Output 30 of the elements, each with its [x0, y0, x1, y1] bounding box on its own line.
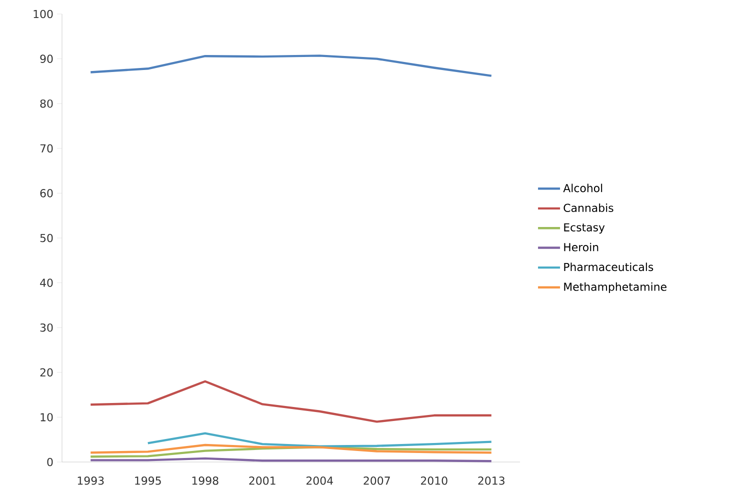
x-tick-label: 1998: [192, 476, 218, 485]
y-tick-label: 60: [40, 189, 53, 198]
line-series: [90, 446, 492, 458]
y-tick-label: 80: [40, 99, 53, 108]
y-tick-label: 10: [40, 413, 53, 422]
y-tick-label: 0: [47, 458, 53, 466]
y-tick-label: 20: [40, 368, 53, 377]
x-tick-label: 2004: [306, 476, 333, 485]
y-tick-label: 70: [40, 144, 53, 153]
y-tick-label: 30: [40, 323, 53, 332]
line-series: [90, 380, 492, 423]
legend-label: Ecstasy: [564, 223, 605, 234]
line-series: [146, 432, 492, 448]
x-tick-label: 2013: [478, 476, 504, 485]
y-tick-label: 100: [34, 10, 53, 18]
x-tick-label: 2010: [420, 476, 448, 485]
legend-label: Pharmaceuticals: [564, 262, 654, 272]
legend-label: Methamphetamine: [564, 282, 666, 294]
y-tick-label: 40: [40, 278, 53, 287]
legend-label: Cannabis: [564, 204, 614, 212]
x-tick-label: 1995: [135, 476, 161, 485]
x-tick-label: 1993: [78, 476, 104, 485]
y-tick-label: 50: [40, 234, 53, 242]
line-series: [90, 54, 492, 77]
legend-label: Alcohol: [563, 184, 602, 192]
x-tick-label: 2007: [364, 476, 390, 485]
x-tick-label: 2001: [249, 476, 276, 485]
legend-label: Heroin: [564, 242, 598, 252]
y-tick-label: 90: [40, 54, 53, 63]
line-series: [90, 444, 492, 454]
